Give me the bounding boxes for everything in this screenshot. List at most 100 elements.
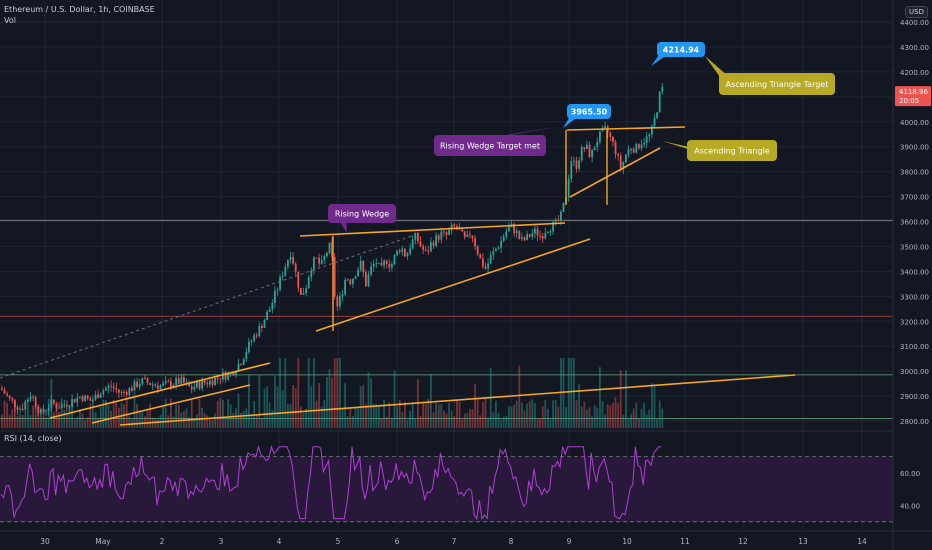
candle-body[interactable] [523, 237, 526, 241]
candle-body[interactable] [567, 178, 570, 198]
candle-body[interactable] [123, 391, 125, 393]
candle-body[interactable] [586, 144, 588, 150]
candle-body[interactable] [58, 407, 60, 409]
candle-body[interactable] [185, 382, 188, 384]
candle-body[interactable] [307, 277, 310, 289]
candle-body[interactable] [554, 219, 557, 222]
candle-body[interactable] [149, 382, 151, 385]
candle-body[interactable] [627, 149, 630, 155]
candle-body[interactable] [34, 396, 37, 407]
candle-body[interactable] [227, 373, 229, 380]
time-axis[interactable]: 30 May 2 3 4 5 6 7 8 9 10 11 12 13 14 [0, 530, 932, 546]
candle-body[interactable] [128, 387, 131, 395]
candle-body[interactable] [276, 289, 279, 291]
candle-body[interactable] [357, 269, 359, 277]
candle-body[interactable] [580, 147, 583, 161]
candle-body[interactable] [346, 279, 349, 281]
candle-body[interactable] [206, 382, 209, 385]
candle-body[interactable] [352, 278, 354, 285]
candle-body[interactable] [536, 228, 539, 236]
candle-body[interactable] [120, 391, 123, 393]
candle-body[interactable] [216, 377, 219, 379]
candle-body[interactable] [84, 395, 86, 401]
candle-body[interactable] [448, 229, 450, 235]
candle-body[interactable] [622, 161, 625, 170]
candle-body[interactable] [170, 381, 172, 388]
candle-body[interactable] [404, 248, 406, 257]
candle-body[interactable] [183, 377, 185, 383]
candle-body[interactable] [157, 385, 159, 389]
candle-body[interactable] [141, 378, 144, 384]
candle-body[interactable] [593, 147, 596, 151]
candle-body[interactable] [437, 235, 440, 240]
candle-body[interactable] [487, 263, 489, 269]
candle-body[interactable] [500, 240, 502, 248]
candle-body[interactable] [645, 136, 648, 143]
candle-body[interactable] [79, 396, 81, 398]
candle-body[interactable] [531, 233, 534, 237]
candle-body[interactable] [378, 262, 380, 264]
candle-body[interactable] [193, 387, 196, 390]
candle-body[interactable] [32, 396, 34, 398]
candle-body[interactable] [482, 258, 484, 267]
candle-body[interactable] [172, 385, 175, 388]
candle-body[interactable] [456, 226, 458, 229]
candle-body[interactable] [398, 250, 401, 252]
candle-body[interactable] [463, 231, 466, 237]
rsi-line[interactable] [0, 444, 662, 520]
candle-body[interactable] [11, 398, 14, 401]
candle-body[interactable] [419, 241, 422, 247]
candle-body[interactable] [294, 263, 297, 272]
candle-body[interactable] [105, 388, 107, 391]
candle-body[interactable] [271, 303, 274, 310]
candle-body[interactable] [97, 394, 99, 398]
candle-body[interactable] [110, 385, 112, 387]
candle-body[interactable] [196, 381, 198, 388]
candle-body[interactable] [86, 395, 89, 399]
candle-body[interactable] [144, 378, 146, 380]
candle-body[interactable] [658, 91, 661, 113]
candle-body[interactable] [261, 325, 263, 329]
candle-body[interactable] [297, 271, 300, 289]
candle-body[interactable] [539, 235, 541, 237]
candle-body[interactable] [302, 293, 305, 295]
candle-body[interactable] [479, 254, 482, 259]
candle-body[interactable] [310, 270, 313, 278]
candle-body[interactable] [427, 250, 430, 252]
candle-body[interactable] [19, 408, 21, 410]
candle-body[interactable] [287, 260, 289, 267]
candle-body[interactable] [162, 383, 164, 386]
candle-body[interactable] [469, 234, 471, 236]
candle-body[interactable] [315, 257, 318, 259]
candle-body[interactable] [66, 404, 68, 407]
candle-body[interactable] [222, 372, 224, 380]
candle-body[interactable] [461, 229, 463, 232]
candle-body[interactable] [591, 150, 593, 158]
candle-body[interactable] [81, 396, 84, 401]
candle-body[interactable] [16, 407, 19, 410]
candle-body[interactable] [513, 223, 515, 234]
candle-body[interactable] [89, 398, 92, 401]
candle-body[interactable] [466, 234, 469, 237]
candle-body[interactable] [180, 377, 183, 384]
candle-body[interactable] [73, 398, 76, 403]
candle-body[interactable] [505, 231, 508, 237]
candle-body[interactable] [354, 276, 357, 279]
candle-body[interactable] [528, 234, 531, 237]
candle-body[interactable] [136, 381, 138, 387]
candle-body[interactable] [237, 363, 240, 372]
candle-body[interactable] [8, 395, 11, 399]
candle-body[interactable] [323, 256, 326, 260]
candle-body[interactable] [24, 401, 27, 409]
candle-body[interactable] [37, 406, 40, 413]
candle-body[interactable] [289, 257, 292, 261]
candle-body[interactable] [224, 372, 227, 380]
candle-body[interactable] [94, 394, 97, 400]
candle-body[interactable] [575, 160, 578, 169]
candle-body[interactable] [549, 231, 552, 233]
candle-body[interactable] [435, 235, 437, 246]
candle-body[interactable] [102, 390, 105, 395]
candle-body[interactable] [53, 399, 55, 404]
price-axis[interactable]: 4400.004300.004200.004100.004000.003900.… [892, 0, 931, 550]
